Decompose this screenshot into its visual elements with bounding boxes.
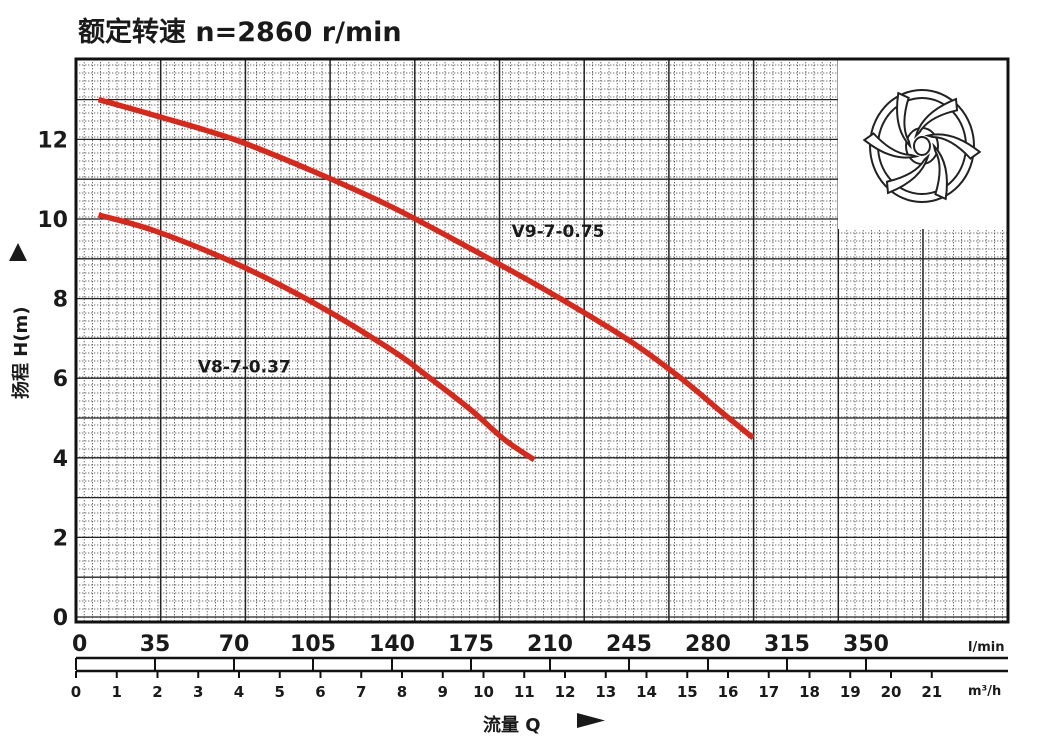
x-tick-label: 35: [140, 632, 171, 657]
y-axis-arrow-icon: [9, 243, 27, 261]
series-line-V8-7-0.37: [97, 212, 536, 463]
minor-gridlines: [76, 59, 1008, 622]
x-axis-unit: l/min: [968, 640, 1004, 655]
y-tick-label: 6: [53, 367, 68, 392]
x-tick-label: 140: [369, 632, 415, 657]
impeller-blade: [913, 97, 959, 139]
x-tick-label: 315: [764, 632, 810, 657]
x2-tick-label: 3: [193, 683, 203, 701]
y-tick-label: 0: [53, 606, 68, 631]
impeller-blade: [932, 142, 948, 201]
impeller-inset: [838, 60, 1008, 229]
impeller-ring: [913, 136, 931, 156]
chart-title: 额定转速 n=2860 r/min: [78, 16, 402, 48]
x-tick-label: 350: [843, 632, 889, 657]
curves: [97, 96, 755, 463]
x-axis-label: 流量 Q: [483, 713, 605, 736]
x2-tick-label: 4: [234, 683, 244, 701]
plot-frame: [74, 57, 1010, 624]
x2-tick-label: 14: [636, 683, 657, 701]
x2-tick-label: 8: [397, 683, 407, 701]
series-line-V9-7-0.75: [97, 96, 755, 441]
y-axis-ticks: 0 2 4 6 8 10 12: [37, 128, 68, 631]
x2-tick-label: 17: [758, 683, 779, 701]
curve-labels: V9-7-0.75 V8-7-0.37: [198, 222, 605, 377]
x2-tick-label: 7: [356, 683, 366, 701]
impeller-blade: [896, 91, 912, 150]
y-axis-title: 扬程 H(m): [10, 306, 32, 399]
impeller-blade: [885, 153, 931, 195]
x2-tick-label: 0: [71, 683, 81, 701]
y-tick-label: 10: [37, 208, 68, 233]
x-axis-title: 流量 Q: [483, 714, 541, 736]
x-tick-label: 210: [527, 632, 573, 657]
x-tick-label: 175: [448, 632, 494, 657]
x2-tick-label: 13: [595, 683, 616, 701]
x-tick-label: 70: [219, 632, 250, 657]
x2-tick-label: 11: [514, 683, 535, 701]
y-tick-label: 2: [53, 526, 68, 551]
x2-tick-label: 15: [677, 683, 698, 701]
x-axis-arrow-icon: [577, 713, 605, 728]
x2-tick-label: 21: [921, 683, 942, 701]
y-axis-label: 扬程 H(m): [9, 243, 32, 399]
x2-axis-unit: m³/h: [968, 684, 1001, 699]
x2-tick-label: 6: [315, 683, 325, 701]
x2-tick-label: 9: [438, 683, 448, 701]
y-tick-label: 4: [53, 447, 68, 472]
x-tick-label: 0: [72, 632, 87, 657]
x2-axis-ticks: 0 1 2 3 4 5 6 7 8 9 10 11 12 13 14 15 16 17 18 19 20 21: [71, 671, 942, 701]
x-tick-label: 245: [606, 632, 652, 657]
series-label-V9-7-0.75: V9-7-0.75: [512, 222, 605, 242]
impeller-ring: [869, 89, 975, 203]
y-tick-label: 12: [37, 128, 68, 153]
x2-tick-label: 18: [799, 683, 820, 701]
x2-tick-label: 10: [473, 683, 494, 701]
x-axis-ticks: 0 35 70 105 140 175 210 245 280 315 350: [72, 632, 889, 670]
x-tick-label: 105: [290, 632, 336, 657]
impeller-blade: [924, 133, 982, 160]
x2-tick-label: 5: [275, 683, 285, 701]
y-tick-label: 8: [53, 288, 68, 313]
x2-tick-label: 12: [555, 683, 576, 701]
x-tick-label: 280: [685, 632, 731, 657]
impeller-blade: [862, 132, 920, 159]
x2-tick-label: 19: [840, 683, 861, 701]
x2-tick-label: 20: [881, 683, 902, 701]
x2-tick-label: 1: [112, 683, 122, 701]
x2-tick-label: 16: [718, 683, 739, 701]
x2-tick-label: 2: [152, 683, 162, 701]
impeller-icon: [862, 89, 982, 203]
series-label-V8-7-0.37: V8-7-0.37: [198, 357, 291, 377]
